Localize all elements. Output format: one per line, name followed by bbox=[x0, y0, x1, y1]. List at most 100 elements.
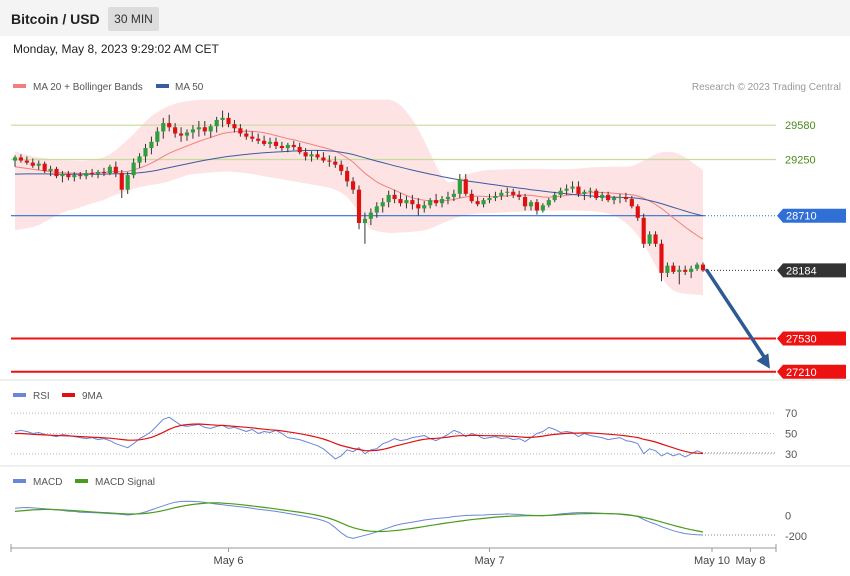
timeframe-badge[interactable] bbox=[108, 7, 159, 31]
candle-body-74 bbox=[451, 193, 456, 197]
candle-body-25 bbox=[161, 123, 166, 132]
candle-body-51 bbox=[315, 154, 320, 158]
candle-body-64 bbox=[392, 194, 397, 200]
macd-line bbox=[14, 500, 704, 539]
candle-body-106 bbox=[641, 217, 646, 244]
candle-body-50 bbox=[309, 154, 314, 157]
candle-body-58 bbox=[356, 189, 362, 223]
candle-body-62 bbox=[380, 202, 385, 207]
macd-legend-swatch bbox=[13, 479, 26, 483]
candle-body-83 bbox=[505, 191, 510, 193]
ma20-legend-swatch bbox=[13, 84, 26, 88]
candle-body-92 bbox=[558, 190, 563, 195]
candle-body-13 bbox=[90, 173, 95, 175]
candle-body-56 bbox=[345, 170, 350, 182]
candle-body-20 bbox=[131, 162, 136, 176]
candle-body-112 bbox=[677, 269, 682, 272]
candle-body-48 bbox=[297, 147, 302, 153]
candle-body-14 bbox=[95, 171, 101, 175]
macd-legend-label: MACD bbox=[33, 477, 62, 488]
x-tick-label-3: May 10 bbox=[694, 555, 730, 567]
candle-body-41 bbox=[256, 138, 261, 141]
candle-body-34 bbox=[214, 119, 219, 127]
candle-body-69 bbox=[422, 205, 427, 209]
candle-body-26 bbox=[167, 123, 172, 128]
support-label-27210: 27210 bbox=[786, 367, 817, 379]
candle-body-70 bbox=[428, 200, 433, 206]
candle-body-52 bbox=[321, 157, 326, 161]
chart-datetime: Monday, May 8, 2023 9:29:02 AM CET bbox=[13, 42, 220, 56]
candle-body-11 bbox=[78, 175, 83, 177]
candle-body-7 bbox=[54, 168, 59, 177]
candle-body-68 bbox=[416, 204, 421, 209]
candle-body-49 bbox=[303, 152, 308, 157]
rsi-legend-label: RSI bbox=[33, 391, 50, 402]
candle-body-15 bbox=[101, 171, 107, 174]
macd-tick--200: -200 bbox=[785, 531, 807, 543]
candle-body-78 bbox=[475, 201, 480, 205]
candle-body-3 bbox=[30, 162, 35, 166]
support-label-27530: 27530 bbox=[786, 333, 817, 345]
candle-body-4 bbox=[36, 163, 41, 166]
rsi-tick-70: 70 bbox=[785, 408, 797, 420]
candle-body-108 bbox=[653, 234, 658, 244]
candle-body-16 bbox=[107, 166, 112, 174]
support-tag-27210 bbox=[777, 364, 846, 379]
candle-body-28 bbox=[178, 133, 184, 136]
ma20-legend-label: MA 20 + Bollinger Bands bbox=[33, 82, 143, 93]
candle-body-111 bbox=[671, 265, 676, 272]
candle-body-33 bbox=[208, 126, 213, 132]
candle-body-65 bbox=[398, 199, 403, 204]
macd-signal-legend-swatch bbox=[75, 479, 88, 483]
candle-body-75 bbox=[457, 179, 462, 194]
candle-body-66 bbox=[404, 200, 409, 204]
forecast-arrow-shaft bbox=[705, 268, 768, 362]
candle-body-103 bbox=[623, 196, 628, 200]
rsi-tick-50: 50 bbox=[785, 429, 797, 441]
candle-body-46 bbox=[285, 144, 290, 149]
candle-body-1 bbox=[18, 157, 24, 161]
candle-body-104 bbox=[629, 199, 634, 207]
candle-body-79 bbox=[481, 200, 486, 205]
candle-body-22 bbox=[143, 148, 148, 157]
rsi-panel: RSI 9MA 70 50 30 bbox=[11, 391, 797, 461]
x-tick-label-2: May 8 bbox=[735, 555, 765, 567]
candle-body-42 bbox=[262, 140, 267, 144]
candle-body-94 bbox=[570, 186, 575, 189]
candle-body-40 bbox=[250, 136, 255, 139]
candle-body-88 bbox=[534, 202, 540, 211]
candle-body-96 bbox=[582, 191, 587, 194]
candle-body-91 bbox=[552, 194, 557, 201]
candle-body-82 bbox=[499, 192, 504, 196]
candle-body-37 bbox=[232, 124, 237, 129]
price-panel: MA 20 + Bollinger Bands MA 50 29580 29250… bbox=[11, 82, 846, 379]
candle-body-18 bbox=[119, 173, 124, 190]
candle-body-71 bbox=[434, 200, 439, 204]
ma20-line bbox=[14, 130, 704, 240]
candle-body-21 bbox=[137, 156, 142, 163]
candle-body-24 bbox=[155, 131, 160, 142]
candle-body-45 bbox=[279, 145, 284, 149]
rsi-tick-30: 30 bbox=[785, 449, 797, 461]
candle-body-84 bbox=[511, 191, 516, 195]
candle-body-30 bbox=[190, 129, 196, 133]
candle-body-0 bbox=[12, 157, 18, 161]
candle-body-8 bbox=[60, 174, 65, 177]
macd-panel: MACD MACD Signal 0 -200 bbox=[13, 477, 807, 543]
candle-body-114 bbox=[689, 268, 694, 272]
ma50-legend-swatch bbox=[156, 84, 169, 88]
resistance-label-29580: 29580 bbox=[785, 120, 816, 132]
candle-body-9 bbox=[66, 174, 71, 178]
candle-body-39 bbox=[244, 133, 249, 137]
candle-body-110 bbox=[665, 265, 670, 273]
candle-body-6 bbox=[48, 168, 53, 171]
rsi-ma-legend-swatch bbox=[62, 393, 75, 397]
candle-body-90 bbox=[546, 200, 551, 206]
candle-body-31 bbox=[196, 127, 201, 130]
rsi-line bbox=[14, 416, 704, 460]
candle-body-89 bbox=[540, 205, 545, 211]
rsi-ma-line bbox=[15, 423, 704, 455]
candle-body-17 bbox=[113, 166, 118, 174]
candle-body-54 bbox=[333, 161, 338, 165]
